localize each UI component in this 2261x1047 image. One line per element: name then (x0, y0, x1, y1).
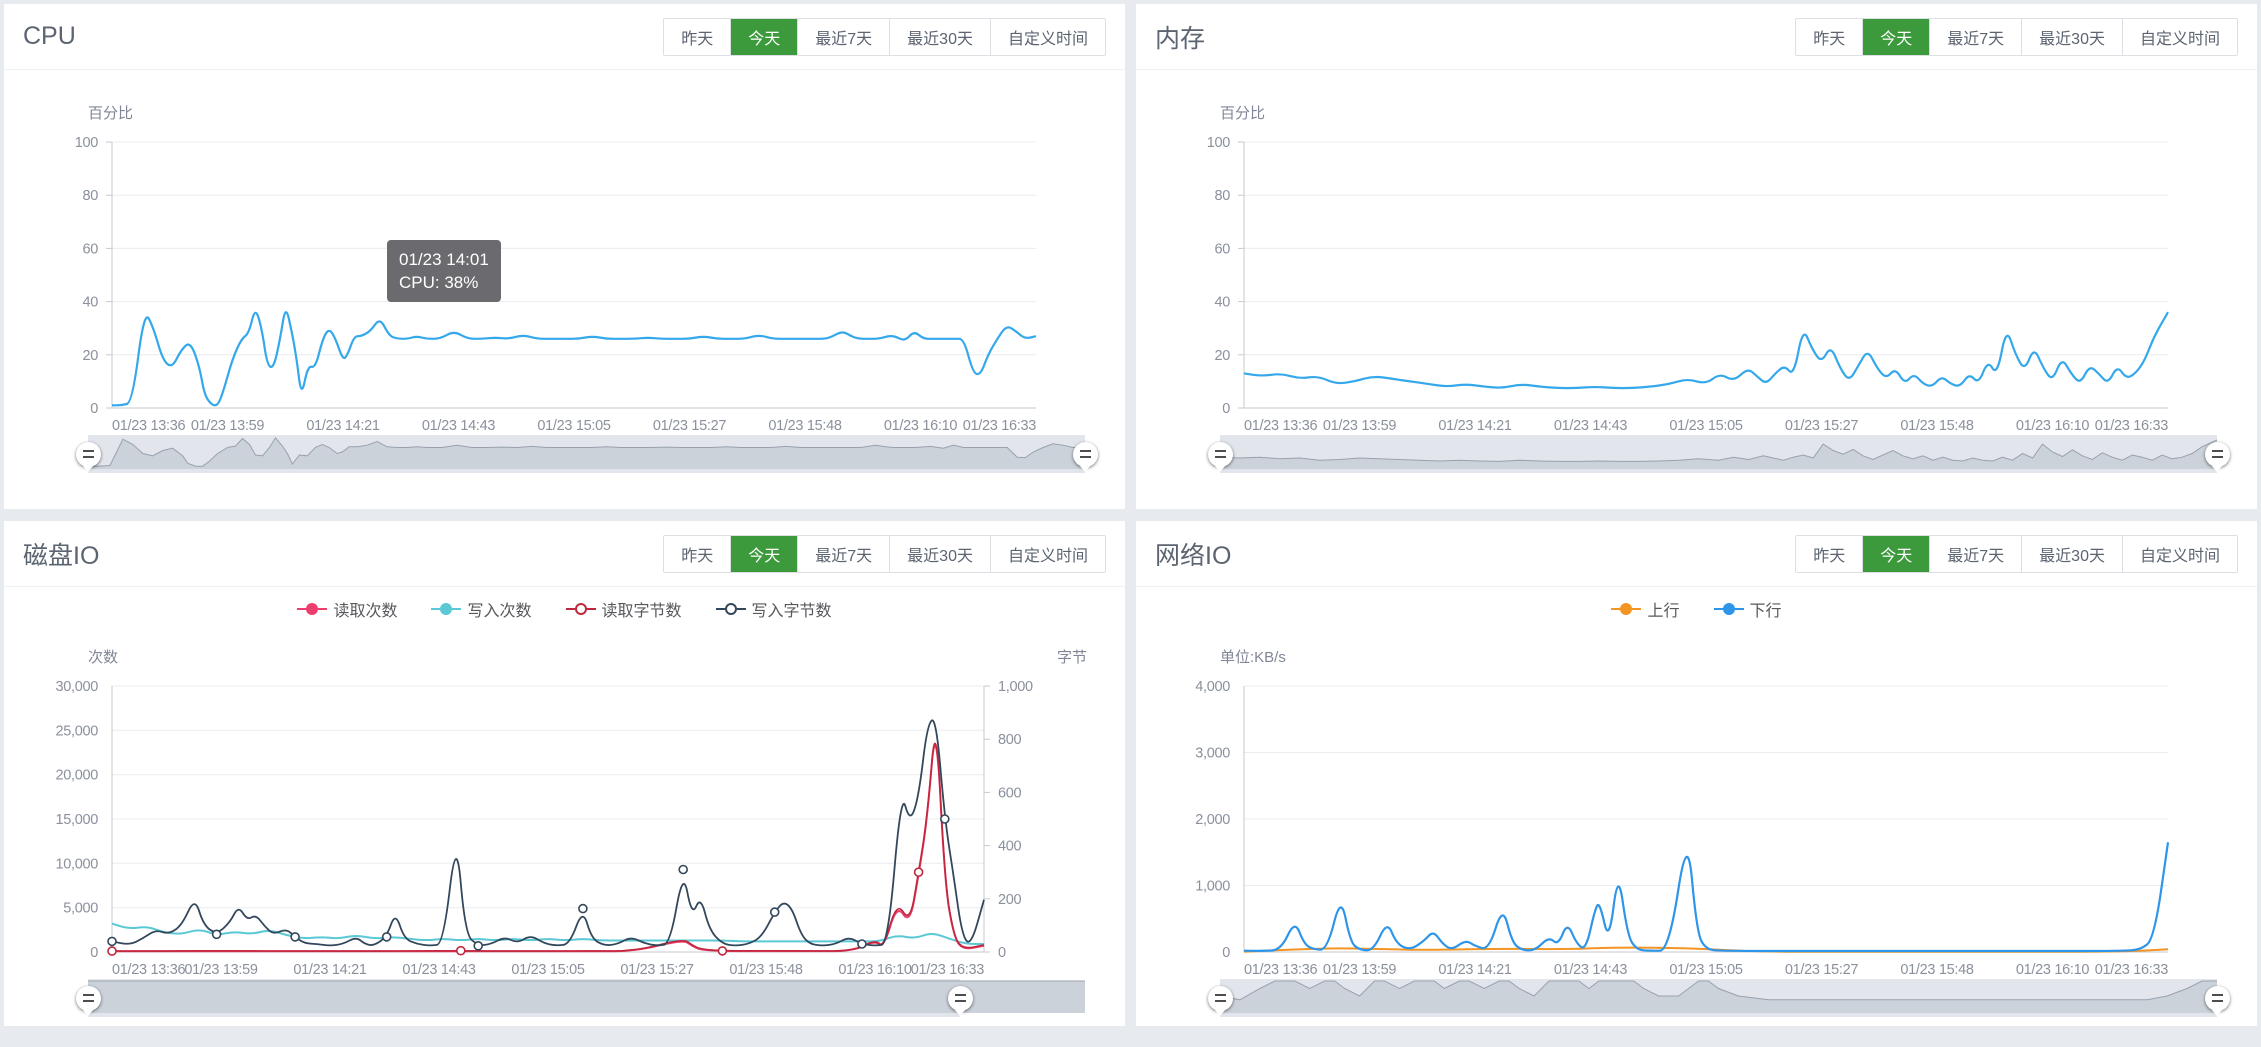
svg-text:01/23 15:27: 01/23 15:27 (653, 418, 727, 434)
svg-text:40: 40 (82, 295, 98, 311)
svg-text:01/23 16:10: 01/23 16:10 (2016, 418, 2090, 434)
svg-text:1,000: 1,000 (1195, 879, 1230, 895)
svg-text:01/23 15:48: 01/23 15:48 (729, 962, 803, 978)
svg-text:01/23 14:21: 01/23 14:21 (1438, 418, 1512, 434)
svg-text:0: 0 (90, 945, 98, 961)
svg-text:01/23 13:59: 01/23 13:59 (191, 418, 265, 434)
svg-text:60: 60 (82, 241, 98, 257)
svg-text:01/23 16:10: 01/23 16:10 (2016, 962, 2090, 978)
svg-text:800: 800 (998, 732, 1022, 748)
svg-text:5,000: 5,000 (63, 901, 98, 917)
svg-text:01/23 13:59: 01/23 13:59 (184, 962, 258, 978)
svg-text:01/23 16:33: 01/23 16:33 (2095, 418, 2169, 434)
svg-text:01/23 16:10: 01/23 16:10 (838, 962, 912, 978)
svg-text:20: 20 (82, 348, 98, 364)
svg-text:01/23 15:48: 01/23 15:48 (768, 418, 842, 434)
svg-text:01/23 14:43: 01/23 14:43 (422, 418, 496, 434)
svg-text:200: 200 (998, 892, 1022, 908)
svg-text:0: 0 (998, 945, 1006, 961)
svg-text:40: 40 (1214, 295, 1230, 311)
svg-text:400: 400 (998, 839, 1022, 855)
svg-text:01/23 14:21: 01/23 14:21 (1438, 962, 1512, 978)
svg-text:01/23 16:33: 01/23 16:33 (2095, 962, 2169, 978)
svg-text:01/23 15:05: 01/23 15:05 (511, 962, 585, 978)
svg-text:600: 600 (998, 785, 1022, 801)
svg-text:01/23 14:43: 01/23 14:43 (1554, 962, 1628, 978)
svg-text:30,000: 30,000 (55, 679, 98, 695)
svg-text:100: 100 (75, 135, 99, 151)
svg-text:01/23 15:05: 01/23 15:05 (1669, 418, 1743, 434)
svg-text:01/23 15:05: 01/23 15:05 (1669, 962, 1743, 978)
svg-text:01/23 15:27: 01/23 15:27 (620, 962, 694, 978)
svg-text:01/23 16:33: 01/23 16:33 (963, 418, 1037, 434)
svg-text:80: 80 (1214, 188, 1230, 204)
svg-text:100: 100 (1207, 135, 1231, 151)
svg-text:01/23 13:59: 01/23 13:59 (1323, 418, 1397, 434)
svg-text:60: 60 (1214, 241, 1230, 257)
svg-text:25,000: 25,000 (55, 723, 98, 739)
svg-text:1,000: 1,000 (998, 679, 1033, 695)
svg-text:01/23 14:43: 01/23 14:43 (1554, 418, 1628, 434)
svg-text:01/23 15:27: 01/23 15:27 (1785, 418, 1859, 434)
svg-text:01/23 13:59: 01/23 13:59 (1323, 962, 1397, 978)
svg-text:20: 20 (1214, 348, 1230, 364)
svg-text:01/23 16:33: 01/23 16:33 (911, 962, 985, 978)
svg-text:3,000: 3,000 (1195, 746, 1230, 762)
svg-text:01/23 13:36: 01/23 13:36 (112, 418, 186, 434)
svg-text:2,000: 2,000 (1195, 812, 1230, 828)
svg-text:4,000: 4,000 (1195, 679, 1230, 695)
svg-text:01/23 16:10: 01/23 16:10 (884, 418, 958, 434)
svg-text:10,000: 10,000 (55, 856, 98, 872)
svg-text:01/23 14:21: 01/23 14:21 (293, 962, 367, 978)
svg-text:01/23 13:36: 01/23 13:36 (1244, 962, 1318, 978)
svg-text:15,000: 15,000 (55, 812, 98, 828)
svg-text:01/23 13:36: 01/23 13:36 (112, 962, 186, 978)
svg-text:01/23 13:36: 01/23 13:36 (1244, 418, 1318, 434)
svg-text:0: 0 (90, 401, 98, 417)
svg-text:01/23 15:48: 01/23 15:48 (1900, 418, 1974, 434)
svg-text:01/23 14:21: 01/23 14:21 (306, 418, 380, 434)
svg-text:01/23 15:48: 01/23 15:48 (1900, 962, 1974, 978)
svg-text:01/23 15:05: 01/23 15:05 (537, 418, 611, 434)
svg-text:01/23 14:43: 01/23 14:43 (402, 962, 476, 978)
svg-text:0: 0 (1222, 401, 1230, 417)
svg-text:20,000: 20,000 (55, 768, 98, 784)
svg-text:80: 80 (82, 188, 98, 204)
svg-text:0: 0 (1222, 945, 1230, 961)
svg-text:01/23 15:27: 01/23 15:27 (1785, 962, 1859, 978)
